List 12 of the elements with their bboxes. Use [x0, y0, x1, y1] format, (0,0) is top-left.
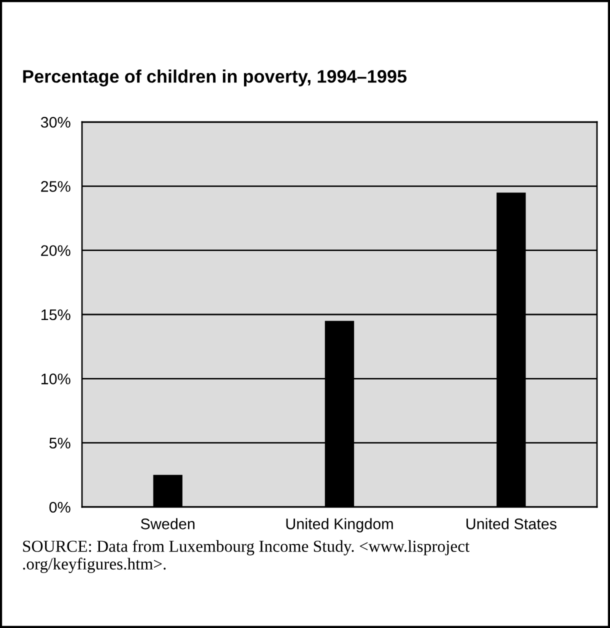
y-tick-label: 5% [49, 438, 70, 449]
y-tick-label: 25% [41, 181, 70, 192]
y-tick-label: 10% [41, 374, 70, 384]
x-tick-label: United States [466, 518, 556, 530]
y-tick-label: 15% [41, 309, 70, 320]
source-note: SOURCE: Data from Luxembourg Income Study. <www.lisproject .org/keyfigures.htm>. [23, 540, 470, 574]
y-tick-label: 20% [41, 245, 70, 256]
y-tick-label: 0% [49, 502, 70, 513]
x-tick-label: United Kingdom [286, 518, 393, 532]
y-tick-label: 30% [40, 116, 70, 128]
x-tick-label: Sweden [140, 518, 194, 530]
chart-title: Percentage of children in poverty, 1994–1995 [23, 70, 407, 86]
